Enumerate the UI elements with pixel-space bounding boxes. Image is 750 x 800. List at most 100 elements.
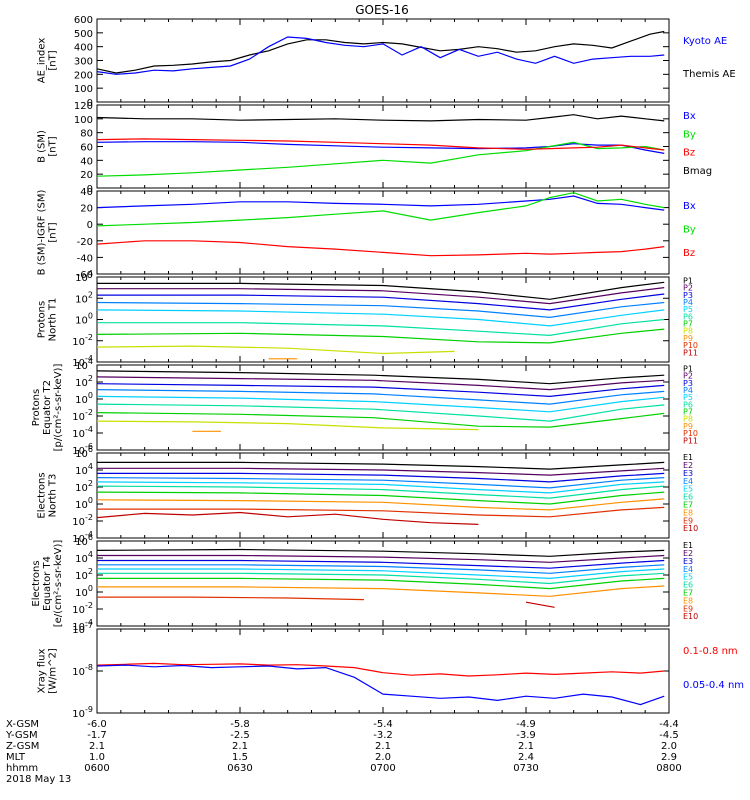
- legend-entry: P5: [683, 393, 693, 402]
- y-tick-label: 104: [75, 550, 93, 565]
- series-e7: [96, 491, 665, 505]
- date-label: 2018 May 13: [6, 774, 71, 785]
- legend-entry: P7: [683, 408, 693, 417]
- legend-entry: P4: [683, 298, 693, 307]
- legend-entry: P10: [683, 341, 698, 350]
- series-e2: [97, 467, 665, 476]
- series-e3: [97, 559, 665, 569]
- y-tick-label: 10-2: [72, 513, 93, 528]
- x-tick-label: -6.0: [87, 719, 107, 730]
- legend-entry: E7: [683, 501, 693, 510]
- series-themis-ae: [96, 30, 665, 74]
- series-bx: [96, 195, 665, 211]
- legend-entry: P11: [683, 348, 698, 357]
- series-p2: [97, 287, 665, 305]
- series-p1: [97, 281, 665, 300]
- x-tick-label: 2.0: [661, 741, 677, 752]
- legend-entry: E8: [683, 596, 693, 605]
- y-tick-label: 10-4: [72, 425, 93, 440]
- y-axis-label: Electrons: [31, 560, 42, 606]
- y-tick-label: 500: [74, 29, 93, 40]
- legend-entry: Bz: [683, 248, 695, 259]
- x-tick-label: 2.0: [375, 752, 391, 763]
- x-row-label: hhmm: [6, 763, 38, 774]
- y-tick-label: 10-2: [72, 601, 93, 616]
- y-tick-label: -20: [77, 237, 93, 248]
- legend-entry: By: [683, 225, 696, 236]
- legend-entry: E9: [683, 516, 693, 525]
- y-tick-label: 600: [74, 15, 93, 26]
- y-tick-label: 300: [74, 57, 93, 68]
- series-p8: [96, 345, 455, 355]
- series-e6: [97, 572, 665, 585]
- y-tick-label: 40: [80, 187, 93, 198]
- y-tick-label: 60: [80, 143, 93, 154]
- chart-title: GOES-16: [355, 3, 409, 17]
- y-axis-label: [p/(cm²-s-sr-keV)]: [53, 364, 64, 452]
- series-p4: [96, 389, 665, 405]
- series-e8: [97, 585, 665, 597]
- y-tick-label: 80: [80, 129, 93, 140]
- y-tick-label: 100: [74, 84, 93, 95]
- x-row-label: X-GSM: [6, 719, 39, 730]
- series-p5: [96, 309, 665, 327]
- panel-bsm: 0 20 40 60 80 100 120 B (SM) [nT] Bx By Bz Bmag: [37, 101, 713, 195]
- legend-entry: P8: [683, 327, 693, 336]
- series-p4: [96, 301, 665, 319]
- series-e7: [97, 577, 665, 590]
- legend-entry: E1: [683, 453, 693, 462]
- x-tick-label: 2.1: [232, 741, 248, 752]
- panel-frame: [96, 18, 670, 103]
- y-axis-label: [nT]: [48, 136, 59, 156]
- legend-entry: P8: [683, 415, 693, 424]
- legend-entry: E4: [683, 477, 693, 486]
- series-bz: [96, 138, 665, 151]
- series-e9: [97, 506, 665, 518]
- x-tick-label: 1.5: [232, 752, 248, 763]
- x-tick-label: 0630: [227, 763, 252, 774]
- series-by: [96, 192, 665, 227]
- series-e5: [96, 481, 665, 494]
- legend-entry: P5: [683, 305, 693, 314]
- x-tick-label: -5.8: [230, 719, 250, 730]
- y-axis-label: Equator T4: [42, 556, 53, 611]
- series-e2: [97, 554, 665, 563]
- y-axis-label: B (SM)-IGRF (SM): [37, 190, 48, 276]
- series-p1: [96, 370, 665, 385]
- x-tick-label: -4.9: [516, 719, 536, 730]
- legend-entry: P9: [683, 334, 693, 343]
- legend-entry: P6: [683, 400, 693, 409]
- series-bmag: [96, 114, 665, 122]
- series-kyoto-ae: [96, 36, 665, 75]
- y-axis-label: [nT]: [48, 222, 59, 242]
- legend-entry: E10: [683, 612, 698, 621]
- legend-entry: E5: [683, 485, 693, 494]
- y-tick-label: 200: [74, 70, 93, 81]
- y-axis-label: AE_index: [37, 38, 48, 84]
- series-e1: [96, 548, 665, 557]
- series-p2: [96, 376, 665, 391]
- panel-frame: [96, 276, 670, 363]
- series-e8: [96, 498, 665, 511]
- x-tick-label: 1.0: [89, 752, 105, 763]
- legend-entry: By: [683, 129, 696, 140]
- x-tick-label: 0730: [513, 763, 538, 774]
- y-tick-label: 102: [75, 567, 93, 582]
- series-bx: [96, 141, 665, 154]
- y-tick-label: 20: [80, 204, 93, 215]
- series-e9: [97, 596, 364, 601]
- legend-entry: E5: [683, 573, 693, 582]
- legend-entry: E3: [683, 469, 693, 478]
- panel-frame: [96, 104, 670, 189]
- legend-entry: P3: [683, 291, 693, 300]
- y-tick-label: 102: [75, 374, 93, 389]
- series-p5: [96, 395, 665, 413]
- x-tick-label: 0600: [84, 763, 109, 774]
- y-axis-label: Xray flux: [37, 649, 48, 694]
- x-tick-label: 2.1: [375, 741, 391, 752]
- y-axis-label: Protons: [37, 301, 48, 338]
- legend-entry: Themis AE: [682, 69, 736, 80]
- legend-entry: E2: [683, 549, 693, 558]
